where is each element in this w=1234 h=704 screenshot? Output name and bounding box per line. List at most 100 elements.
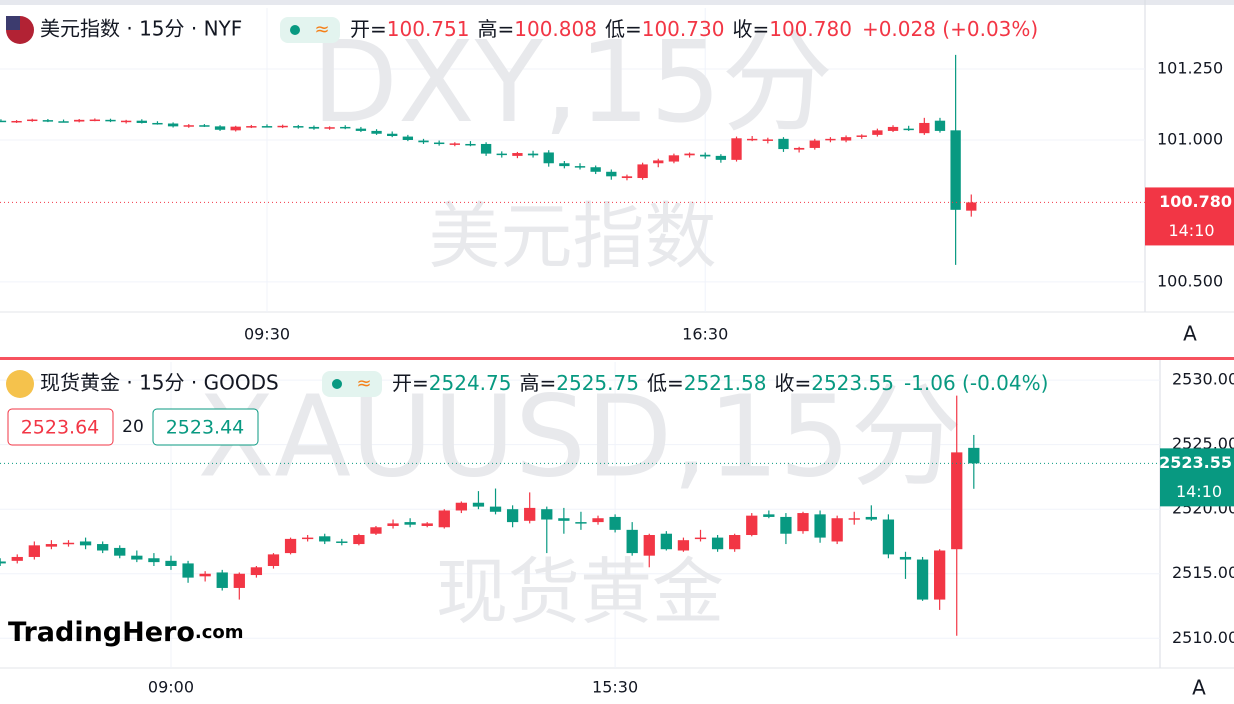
candle-body xyxy=(621,176,633,179)
candle-body xyxy=(489,506,502,512)
candle-body xyxy=(797,513,809,532)
ohlc-value: 100.730 xyxy=(642,17,725,41)
candle-body xyxy=(882,519,895,555)
candle-body xyxy=(746,515,758,536)
candle-body xyxy=(729,535,741,550)
candle-body xyxy=(700,154,711,157)
candle-body xyxy=(438,510,450,528)
candle-body xyxy=(825,138,836,141)
ohlc-value: 100.751 xyxy=(387,17,470,41)
candle-body xyxy=(293,126,304,128)
candle-body xyxy=(277,125,288,128)
auto-scale-button[interactable] xyxy=(1177,321,1203,347)
ohlc-label: 收= xyxy=(774,371,811,395)
candle-body xyxy=(684,153,695,156)
change: -1.06 (-0.04%) xyxy=(904,371,1048,395)
candle-body xyxy=(872,130,883,135)
candle-body xyxy=(848,518,860,520)
bid-box[interactable] xyxy=(7,408,114,446)
candle-body xyxy=(418,140,429,143)
candle-body xyxy=(114,547,126,556)
candle-body xyxy=(0,561,6,564)
ohlc-value: 100.780 xyxy=(769,17,852,41)
candle-body xyxy=(711,537,724,550)
candle-body xyxy=(120,120,132,123)
candle-body xyxy=(340,126,351,129)
candle-body xyxy=(840,137,852,141)
candle-body xyxy=(559,163,570,167)
candle-body xyxy=(42,120,54,122)
candle-body xyxy=(887,126,899,131)
candle-body xyxy=(45,544,58,547)
candle-body xyxy=(267,554,280,566)
candle-body xyxy=(324,127,335,129)
logo-suffix: .com xyxy=(195,622,244,643)
candle-body xyxy=(308,126,320,129)
candle-body xyxy=(465,143,476,146)
candle-body xyxy=(575,522,587,524)
candle-body xyxy=(609,516,621,530)
candle-body xyxy=(165,560,177,566)
ohlc-label: 收= xyxy=(732,17,769,41)
candle-body xyxy=(527,153,539,156)
candle-body xyxy=(916,559,929,600)
watermark-sub: 美元指数 xyxy=(428,195,716,279)
candle-body xyxy=(831,518,843,542)
status-pill xyxy=(280,17,340,43)
candle-body xyxy=(968,447,980,464)
candle-body xyxy=(230,126,241,131)
candle-body xyxy=(261,126,273,128)
candle-body xyxy=(28,545,40,557)
candle-body xyxy=(27,119,38,122)
candle-body xyxy=(199,573,211,577)
candle-body xyxy=(79,541,92,546)
x-tick-label: 15:30 xyxy=(592,678,638,697)
auto-scale-button[interactable] xyxy=(1186,675,1212,701)
candle-body xyxy=(371,130,382,134)
candle-body xyxy=(966,202,977,211)
status-approx: ≈ xyxy=(314,19,329,40)
ask-box[interactable] xyxy=(152,408,259,446)
y-tick-label: 101.000 xyxy=(1157,129,1223,148)
candle-body xyxy=(677,540,690,551)
status-pill xyxy=(322,371,382,397)
candle-body xyxy=(951,452,963,550)
candle-body xyxy=(793,147,805,150)
candle-body xyxy=(558,518,570,521)
x-tick-label: 09:00 xyxy=(148,678,194,697)
candle-body xyxy=(233,573,245,588)
candle-body xyxy=(747,138,758,141)
candle-body xyxy=(421,523,433,526)
candle-body xyxy=(433,142,445,145)
ohlc-value: 2523.55 xyxy=(811,371,894,395)
candle-body xyxy=(950,130,961,210)
bid-price: 2523.64 xyxy=(21,417,100,439)
status-dot xyxy=(290,25,300,35)
candle-body xyxy=(763,514,775,517)
gold-icon xyxy=(6,370,34,398)
ohlc-label: 低= xyxy=(647,371,684,395)
x-tick-label: 16:30 xyxy=(682,325,728,344)
candle-body xyxy=(903,128,914,131)
candle-body xyxy=(449,143,460,145)
candle-body xyxy=(778,138,789,150)
candle-body xyxy=(58,121,69,123)
candle-body xyxy=(496,153,507,156)
candle-body xyxy=(543,152,554,164)
pane-separator xyxy=(0,357,1234,360)
candle-body xyxy=(216,572,228,588)
candle-body xyxy=(592,518,604,523)
candle-body xyxy=(856,135,867,137)
y-tick-label: 100.500 xyxy=(1157,271,1223,290)
candle-body xyxy=(590,167,601,172)
candle-body xyxy=(694,537,707,540)
candle-body xyxy=(402,136,414,140)
last-price-label: 100.780 xyxy=(1159,192,1232,211)
status-approx: ≈ xyxy=(356,373,371,394)
candle-body xyxy=(246,126,257,128)
candle-body xyxy=(668,155,680,162)
last-price-box xyxy=(1145,187,1234,246)
x-tick-label: 09:30 xyxy=(244,325,290,344)
auto-scale-label: A xyxy=(1183,322,1197,346)
